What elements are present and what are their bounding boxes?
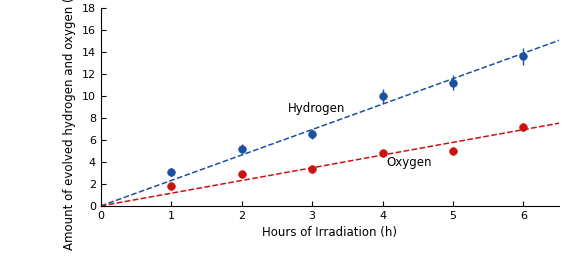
Text: Oxygen: Oxygen: [386, 156, 431, 169]
Text: Hydrogen: Hydrogen: [287, 102, 345, 115]
X-axis label: Hours of Irradiation (h): Hours of Irradiation (h): [262, 226, 397, 239]
Y-axis label: Amount of evolved hydrogen and oxygen (nmol): Amount of evolved hydrogen and oxygen (n…: [63, 0, 76, 250]
